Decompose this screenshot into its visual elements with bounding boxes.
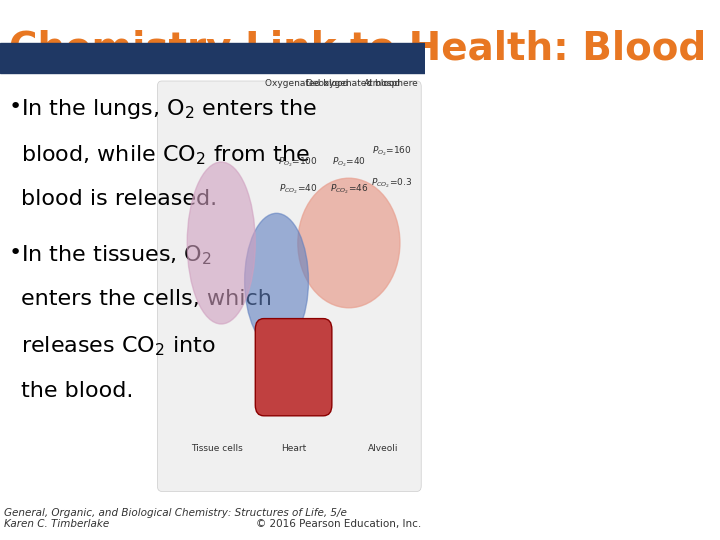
Text: Tissue cells: Tissue cells: [191, 444, 243, 453]
Circle shape: [298, 178, 400, 308]
Text: Deoxygenated blood: Deoxygenated blood: [306, 79, 400, 88]
Text: $P_{O_2}$=100: $P_{O_2}$=100: [278, 155, 318, 169]
Text: $P_{CO_2}$=40: $P_{CO_2}$=40: [279, 182, 317, 196]
Text: the blood.: the blood.: [22, 381, 134, 401]
Text: $P_{O_2}$=160: $P_{O_2}$=160: [372, 144, 411, 158]
Text: $P_{O_2}$=40: $P_{O_2}$=40: [332, 155, 366, 169]
Text: General, Organic, and Biological Chemistry: Structures of Life, 5/e
Karen C. Tim: General, Organic, and Biological Chemist…: [4, 508, 347, 529]
Text: •: •: [9, 97, 22, 117]
Text: $P_{CO_2}$=46: $P_{CO_2}$=46: [330, 182, 368, 196]
Ellipse shape: [245, 213, 308, 348]
Text: Alveoli: Alveoli: [368, 444, 398, 453]
Text: $P_{CO_2}$=0.3: $P_{CO_2}$=0.3: [371, 177, 412, 191]
Text: blood is released.: blood is released.: [22, 189, 217, 209]
Text: Oxygenated blood: Oxygenated blood: [265, 79, 348, 88]
Text: Atmosphere: Atmosphere: [364, 79, 419, 88]
Text: releases CO$_2$ into: releases CO$_2$ into: [22, 335, 216, 359]
Text: Chemistry Link to Health: Blood Gases: Chemistry Link to Health: Blood Gases: [9, 30, 720, 68]
Text: In the lungs, O$_2$ enters the: In the lungs, O$_2$ enters the: [22, 97, 318, 121]
Text: Heart: Heart: [281, 444, 306, 453]
Bar: [0, 43, 426, 73]
FancyBboxPatch shape: [158, 81, 421, 491]
Text: © 2016 Pearson Education, Inc.: © 2016 Pearson Education, Inc.: [256, 519, 421, 529]
Text: In the tissues, O$_2$: In the tissues, O$_2$: [22, 243, 212, 267]
Text: enters the cells, which: enters the cells, which: [22, 289, 272, 309]
FancyBboxPatch shape: [256, 319, 332, 416]
Ellipse shape: [187, 162, 256, 324]
Text: •: •: [9, 243, 22, 263]
Text: blood, while CO$_2$ from the: blood, while CO$_2$ from the: [22, 143, 310, 167]
